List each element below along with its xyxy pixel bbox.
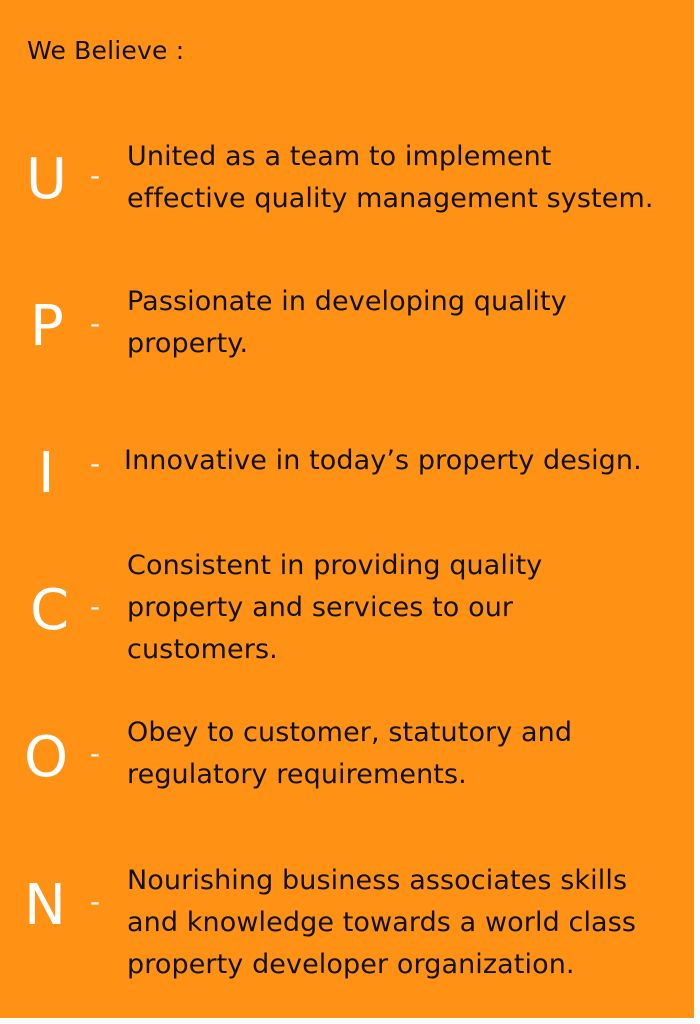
value-description-line: property and services to our bbox=[127, 592, 514, 623]
heading: We Believe : bbox=[27, 36, 185, 65]
value-description-line: effective quality management system. bbox=[127, 183, 654, 214]
value-description-line: Consistent in providing quality bbox=[127, 550, 543, 581]
value-dash: - bbox=[90, 159, 101, 192]
value-description-line: United as a team to implement bbox=[127, 141, 552, 172]
value-letter: C bbox=[30, 578, 70, 643]
value-letter: I bbox=[38, 441, 55, 506]
value-description-line: Innovative in today’s property design. bbox=[124, 445, 642, 476]
value-description: Consistent in providing quality property… bbox=[127, 545, 687, 671]
value-description-line: customers. bbox=[127, 634, 278, 665]
value-dash: - bbox=[90, 447, 101, 480]
value-description-line: Passionate in developing quality bbox=[127, 286, 567, 317]
value-dash: - bbox=[90, 885, 101, 918]
value-description-line: Nourishing business associates skills bbox=[127, 865, 628, 896]
value-letter: U bbox=[26, 147, 67, 212]
value-description: Nourishing business associates skills an… bbox=[127, 860, 687, 986]
value-dash: - bbox=[90, 590, 101, 623]
value-description: Innovative in today’s property design. bbox=[124, 440, 684, 482]
value-letter: O bbox=[24, 725, 69, 790]
value-description-line: property developer organization. bbox=[127, 949, 575, 980]
value-dash: - bbox=[90, 737, 101, 770]
value-description: Obey to customer, statutory and regulato… bbox=[127, 712, 687, 796]
value-description: Passionate in developing quality propert… bbox=[127, 281, 687, 365]
value-letter: N bbox=[24, 873, 66, 938]
value-dash: - bbox=[90, 307, 101, 340]
value-description-line: and knowledge towards a world class bbox=[127, 907, 637, 938]
value-description-line: Obey to customer, statutory and bbox=[127, 717, 573, 748]
value-description-line: regulatory requirements. bbox=[127, 759, 467, 790]
value-letter: P bbox=[30, 294, 64, 359]
value-description-line: property. bbox=[127, 328, 249, 359]
value-description: United as a team to implement effective … bbox=[127, 136, 687, 220]
